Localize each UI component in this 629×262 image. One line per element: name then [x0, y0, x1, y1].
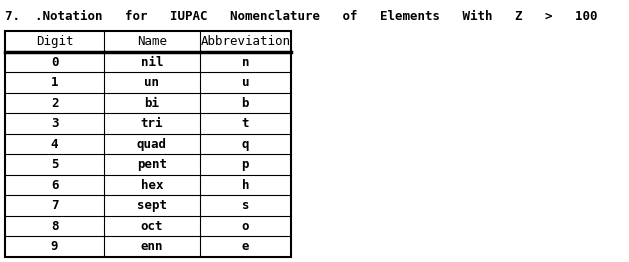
Text: t: t: [242, 117, 249, 130]
Text: u: u: [242, 76, 249, 89]
Text: h: h: [242, 179, 249, 192]
Text: 4: 4: [51, 138, 58, 151]
Text: Digit: Digit: [36, 35, 73, 48]
Text: 7.  .Notation   for   IUPAC   Nomenclature   of   Elements   With   Z   >   100: 7. .Notation for IUPAC Nomenclature of E…: [5, 10, 598, 24]
Text: n: n: [242, 56, 249, 69]
Text: nil: nil: [141, 56, 163, 69]
Text: o: o: [242, 220, 249, 233]
Text: Abbreviation: Abbreviation: [200, 35, 290, 48]
Text: bi: bi: [144, 97, 159, 110]
Bar: [5, 31, 291, 257]
Text: oct: oct: [141, 220, 163, 233]
Text: pent: pent: [137, 158, 167, 171]
Text: s: s: [242, 199, 249, 212]
Text: quad: quad: [137, 138, 167, 151]
Text: un: un: [144, 76, 159, 89]
Text: 2: 2: [51, 97, 58, 110]
Text: 5: 5: [51, 158, 58, 171]
Text: e: e: [242, 240, 249, 253]
Text: hex: hex: [141, 179, 163, 192]
Text: 9: 9: [51, 240, 58, 253]
Text: Name: Name: [137, 35, 167, 48]
Text: q: q: [242, 138, 249, 151]
Text: 0: 0: [51, 56, 58, 69]
Text: tri: tri: [141, 117, 163, 130]
Text: p: p: [242, 158, 249, 171]
Text: b: b: [242, 97, 249, 110]
Text: 8: 8: [51, 220, 58, 233]
Text: 6: 6: [51, 179, 58, 192]
Text: 1: 1: [51, 76, 58, 89]
Text: enn: enn: [141, 240, 163, 253]
Text: 7: 7: [51, 199, 58, 212]
Text: sept: sept: [137, 199, 167, 212]
Text: 3: 3: [51, 117, 58, 130]
